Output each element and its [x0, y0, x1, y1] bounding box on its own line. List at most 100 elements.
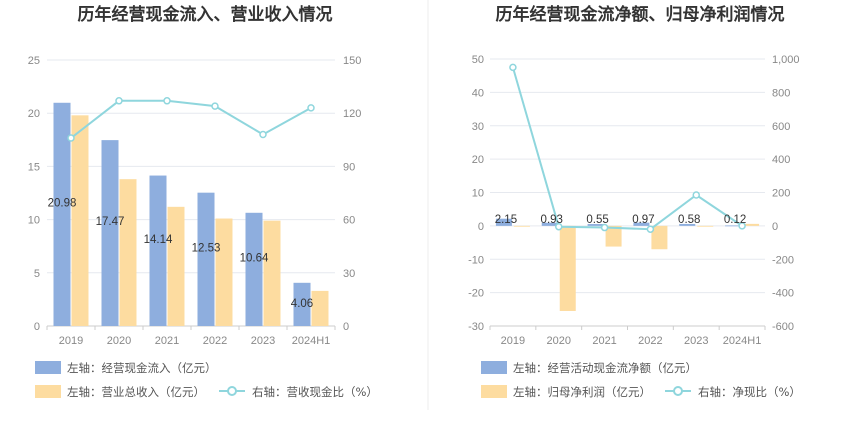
bar-primary [149, 175, 167, 326]
ratio-point [163, 97, 171, 105]
x-axis-tick: 2023 [684, 335, 708, 347]
x-axis-tick: 2024H1 [723, 335, 762, 347]
ratio-point [115, 97, 123, 105]
chart2-title: 历年经营现金流净额、归母净利润情况 [496, 4, 785, 25]
left-axis-tick: -10 [468, 254, 484, 266]
bar-secondary [263, 220, 281, 326]
legend-swatch-revenue [35, 385, 61, 398]
bar-data-label: 14.14 [144, 234, 173, 246]
right-axis-tick: -200 [772, 254, 794, 266]
bar-data-label: 20.98 [48, 197, 77, 209]
ratio-point [211, 102, 219, 110]
right-axis-tick: 120 [343, 108, 361, 120]
x-axis-tick: 2021 [592, 335, 616, 347]
right-axis-tick: 0 [343, 321, 349, 333]
ratio-line [511, 67, 743, 231]
ratio-point [555, 222, 563, 231]
bar-primary [197, 192, 215, 326]
bar-primary [293, 282, 311, 326]
bar-secondary [743, 223, 760, 226]
right-axis-tick: 400 [772, 154, 790, 166]
right-axis-tick: 200 [772, 188, 790, 200]
bar-data-label: 0.58 [678, 214, 700, 226]
right-axis-tick: -400 [772, 288, 794, 300]
left-axis-tick: 15 [28, 161, 40, 173]
bar-data-label: 2.15 [495, 214, 517, 226]
left-axis-tick: 50 [472, 54, 484, 66]
chart1-legend: 左轴：经营现金流入（亿元） 左轴：营业总收入（亿元） 右轴：营收现金比（%） [35, 361, 378, 399]
bar-primary [541, 222, 558, 226]
left-axis-tick: 40 [472, 87, 484, 99]
ratio-line [70, 99, 312, 139]
bar-data-label: 0.97 [632, 214, 654, 226]
bar-primary [725, 225, 742, 227]
bar-data-label: 4.06 [291, 298, 313, 310]
bar-data-label: 12.53 [192, 242, 221, 254]
legend-swatch-netprofit [481, 385, 507, 398]
x-axis-tick: 2022 [203, 335, 227, 347]
bar-secondary [119, 179, 137, 326]
left-axis-tick: 10 [28, 215, 40, 227]
chart2-plot: -30 -20 -10 0 10 20 30 40 50 -600 -400 -200 0 200 400 6… [468, 54, 799, 347]
x-axis-tick: 2019 [501, 335, 525, 347]
ratio-point [738, 222, 746, 230]
x-axis-tick: 2020 [107, 335, 131, 347]
legend-marker-cashratio [673, 386, 683, 396]
legend-label-ratio: 右轴：营收现金比（%） [252, 385, 378, 399]
right-axis-tick: 1,000 [772, 54, 800, 66]
left-axis-tick: -30 [468, 321, 484, 333]
right-axis-tick: 60 [343, 215, 355, 227]
legend-swatch-inflow [35, 361, 61, 374]
x-axis-tick: 2021 [155, 335, 179, 347]
bar-secondary [215, 218, 233, 326]
bar-secondary [651, 225, 668, 250]
legend-label-cashratio: 右轴：净现比（%） [698, 385, 801, 399]
bar-primary [101, 140, 119, 326]
bar-data-label: 0.55 [586, 214, 608, 226]
left-axis-tick: 0 [34, 321, 40, 333]
bar-secondary [513, 225, 530, 227]
chart1-title: 历年经营现金流入、营业收入情况 [78, 4, 333, 25]
bar-secondary [697, 225, 714, 227]
right-axis-tick: 600 [772, 121, 790, 133]
right-axis-tick: 90 [343, 161, 355, 173]
x-axis-tick: 2020 [547, 335, 571, 347]
bar-primary [245, 212, 263, 326]
ratio-point [67, 134, 75, 142]
bar-secondary [311, 290, 329, 326]
chart2-legend: 左轴：经营活动现金流净额（亿元） 左轴：归母净利润（亿元） 右轴：净现比（%） [481, 361, 801, 399]
legend-marker-ratio [227, 386, 237, 396]
ratio-point [692, 191, 700, 199]
bar-secondary [559, 225, 576, 311]
ratio-point [600, 223, 609, 232]
x-axis-tick: 2022 [638, 335, 662, 347]
bar-secondary [71, 115, 89, 326]
bar-primary [495, 218, 512, 226]
right-axis-tick: 800 [772, 87, 790, 99]
ratio-point [646, 225, 655, 233]
left-axis-tick: 30 [472, 121, 484, 133]
legend-swatch-netflow [481, 361, 507, 374]
legend-label-netflow: 左轴：经营活动现金流净额（亿元） [513, 361, 697, 375]
ratio-point [259, 130, 267, 139]
bar-primary [679, 223, 696, 226]
x-axis-tick: 2019 [59, 335, 83, 347]
left-axis-tick: 25 [28, 55, 40, 67]
right-axis-tick: 0 [772, 221, 778, 233]
left-axis-tick: 0 [478, 221, 484, 233]
ratio-point [307, 104, 315, 112]
left-axis-tick: 5 [34, 268, 40, 280]
right-axis-tick: -600 [772, 321, 794, 333]
left-axis-tick: -20 [468, 288, 484, 300]
left-axis-tick: 10 [472, 188, 484, 200]
left-axis-tick: 20 [472, 154, 484, 166]
x-axis-tick: 2024H1 [292, 335, 331, 347]
legend-label-revenue: 左轴：营业总收入（亿元） [67, 385, 205, 399]
bar-primary [53, 102, 71, 326]
ratio-point [509, 63, 517, 72]
legend-label-inflow: 左轴：经营现金流入（亿元） [67, 361, 217, 375]
bar-primary [587, 224, 604, 226]
bar-data-label: 0.12 [724, 214, 746, 226]
legend-label-netprofit: 左轴：归母净利润（亿元） [513, 385, 651, 399]
